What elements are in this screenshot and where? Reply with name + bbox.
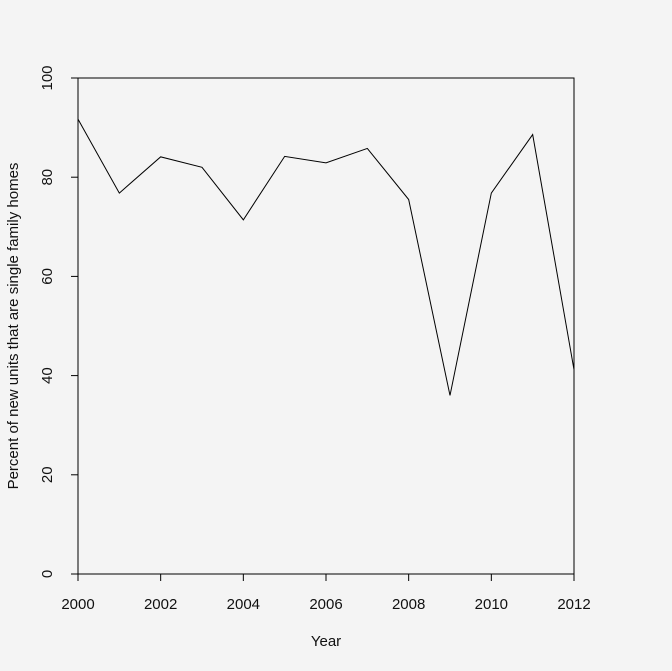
y-tick-label: 0	[39, 570, 56, 578]
y-tick-label: 20	[39, 466, 56, 483]
x-tick-label: 2002	[144, 596, 177, 613]
x-tick-label: 2008	[392, 596, 425, 613]
y-tick-label: 40	[39, 367, 56, 384]
y-tick-label: 60	[39, 268, 56, 285]
plot-area	[77, 77, 575, 575]
y-axis-label: Percent of new units that are single fam…	[5, 163, 22, 490]
x-tick-label: 2006	[309, 596, 342, 613]
y-tick-label: 100	[39, 65, 56, 90]
x-tick-label: 2010	[475, 596, 508, 613]
y-tick-label: 80	[39, 169, 56, 186]
x-axis: 2000 2002 2004 2006 2008 2010 2012	[61, 573, 591, 613]
x-axis-label: Year	[311, 633, 341, 650]
x-tick-label: 2012	[557, 596, 590, 613]
y-axis: 0 20 40 60 80 100	[39, 65, 79, 578]
x-tick-label: 2004	[227, 596, 260, 613]
x-tick-label: 2000	[61, 596, 94, 613]
series-line	[77, 118, 575, 396]
